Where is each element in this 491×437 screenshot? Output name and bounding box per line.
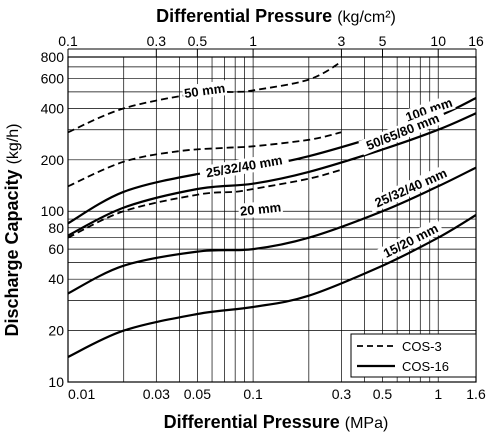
curve-label-text: 25/32/40 mm [205,152,284,180]
curve-label-bg [377,218,444,263]
curve-cos-3-25-32-40-mm [67,131,342,188]
curve-label-text: 25/32/40 mm [372,165,449,210]
x-tick-label: 1.6 [466,386,486,402]
y-tick-label: 100 [41,203,65,219]
curve-label: 50 mm [181,80,228,102]
x2-tick-label: 0.5 [188,33,208,49]
y-tick-label: 400 [41,100,65,116]
top-axis-title-unit: (kg/cm²) [337,9,396,26]
curve-label-text: 20 mm [239,200,282,219]
curve-cos-3-50-mm [67,61,342,134]
legend-cos3-label: COS-3 [402,339,442,354]
x-tick-label: 0.01 [68,386,95,402]
y-tick-label: 40 [48,271,64,287]
curve-cos-3-20-mm [67,168,342,239]
x2-tick-label: 10 [430,33,446,49]
curve-label-bg [181,80,228,102]
y-tick-label: 600 [41,70,65,86]
x2-tick-label: 5 [379,33,387,49]
x-tick-label: 0.03 [143,386,170,402]
curve-label-bg [366,162,455,213]
x-tick-label: 0.5 [373,386,393,402]
curve-label: 20 mm [237,199,284,219]
y-tick-label: 20 [48,323,64,339]
bottom-axis-title-text: Differential Pressure [164,412,340,432]
bottom-axis-title: Differential Pressure (MPa) [164,412,389,432]
x2-tick-label: 0.3 [147,33,167,49]
x2-tick-label: 3 [338,33,346,49]
x2-tick-label: 0.1 [58,33,78,49]
legend-cos16-label: COS-16 [402,359,449,374]
curve-label-bg [198,151,290,182]
top-axis-title: Differential Pressure (kg/cm²) [156,6,396,26]
y-tick-label: 60 [48,241,64,257]
curve-cos-16-25-32-40-mm [67,166,477,295]
bottom-axis-title-unit: (MPa) [345,415,389,432]
curve-label-bg [237,199,284,219]
curve-cos-16-15-20-mm [67,214,477,358]
curve-label-bg [358,107,448,156]
x-tick-label: 1 [434,386,442,402]
y-tick-label: 10 [48,374,64,390]
legend: COS-3 COS-16 [350,333,477,378]
x-tick-label: 0.1 [243,386,263,402]
y-tick-label: 80 [48,220,64,236]
top-axis-title-text: Differential Pressure [156,6,332,26]
curve-label-bg [402,94,456,126]
tick-labels: 0.01 0.03 0.05 0.1 0.3 0.5 1 1.6 0.1 0.3 0.5 1 3 5 10 1… [41,33,486,402]
x-tick-label: 0.3 [332,386,352,402]
x2-tick-label: 1 [249,33,257,49]
plot-frame [67,56,477,383]
curve-cos-16-50-65-80-mm [67,112,477,237]
left-axis-title: Discharge Capacity (kg/h) [2,124,22,337]
left-axis-title-text: Discharge Capacity [2,169,22,336]
curve-label-text: 50 mm [183,80,226,101]
x2-tick-label: 16 [468,33,484,49]
y-tick-label: 800 [41,49,65,65]
x-tick-label: 0.05 [184,386,211,402]
legend-box [350,333,477,378]
y-tick-label: 200 [41,152,65,168]
left-axis-title-unit: (kg/h) [5,124,22,165]
curve-label: 25/32/40 mm [366,162,455,213]
